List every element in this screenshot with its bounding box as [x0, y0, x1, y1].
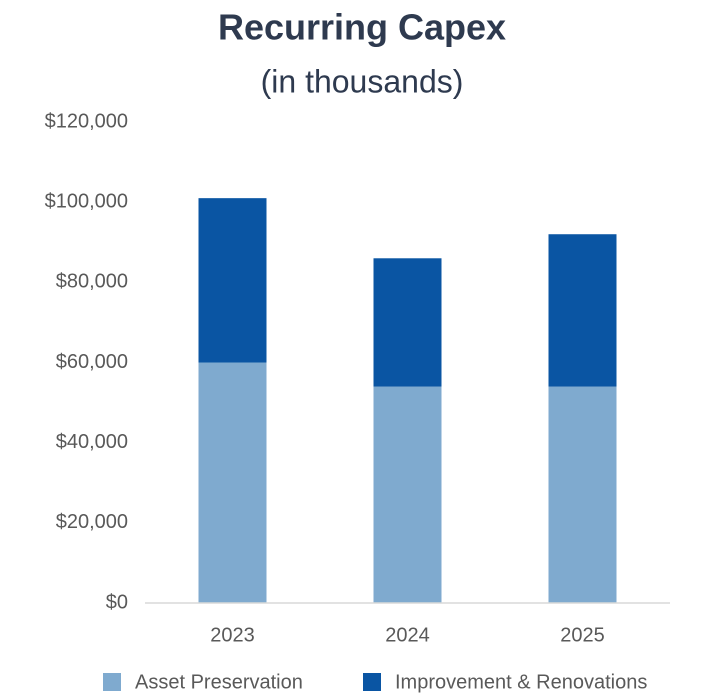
bar-segment — [548, 234, 617, 387]
y-tick-label: $40,000 — [56, 431, 128, 453]
bar-segment — [373, 258, 442, 387]
legend-label: Improvement & Renovations — [395, 671, 647, 693]
x-tick-label: 2023 — [210, 624, 255, 646]
y-tick-label: $80,000 — [56, 271, 128, 293]
bar-segment — [548, 386, 617, 603]
x-tick-label: 2024 — [385, 624, 430, 646]
bar-segment — [198, 362, 267, 603]
x-tick-label: 2025 — [560, 624, 605, 646]
legend-swatch — [103, 673, 121, 691]
y-tick-label: $0 — [106, 591, 128, 613]
bar-segment — [198, 198, 267, 363]
legend-swatch — [363, 673, 381, 691]
y-tick-label: $60,000 — [56, 351, 128, 373]
legend-label: Asset Preservation — [135, 671, 303, 693]
chart-subtitle: (in thousands) — [261, 63, 464, 99]
y-tick-label: $100,000 — [45, 190, 128, 212]
y-tick-label: $20,000 — [56, 511, 128, 533]
bar-segment — [373, 386, 442, 603]
y-tick-label: $120,000 — [45, 110, 128, 132]
chart-title: Recurring Capex — [218, 7, 506, 48]
